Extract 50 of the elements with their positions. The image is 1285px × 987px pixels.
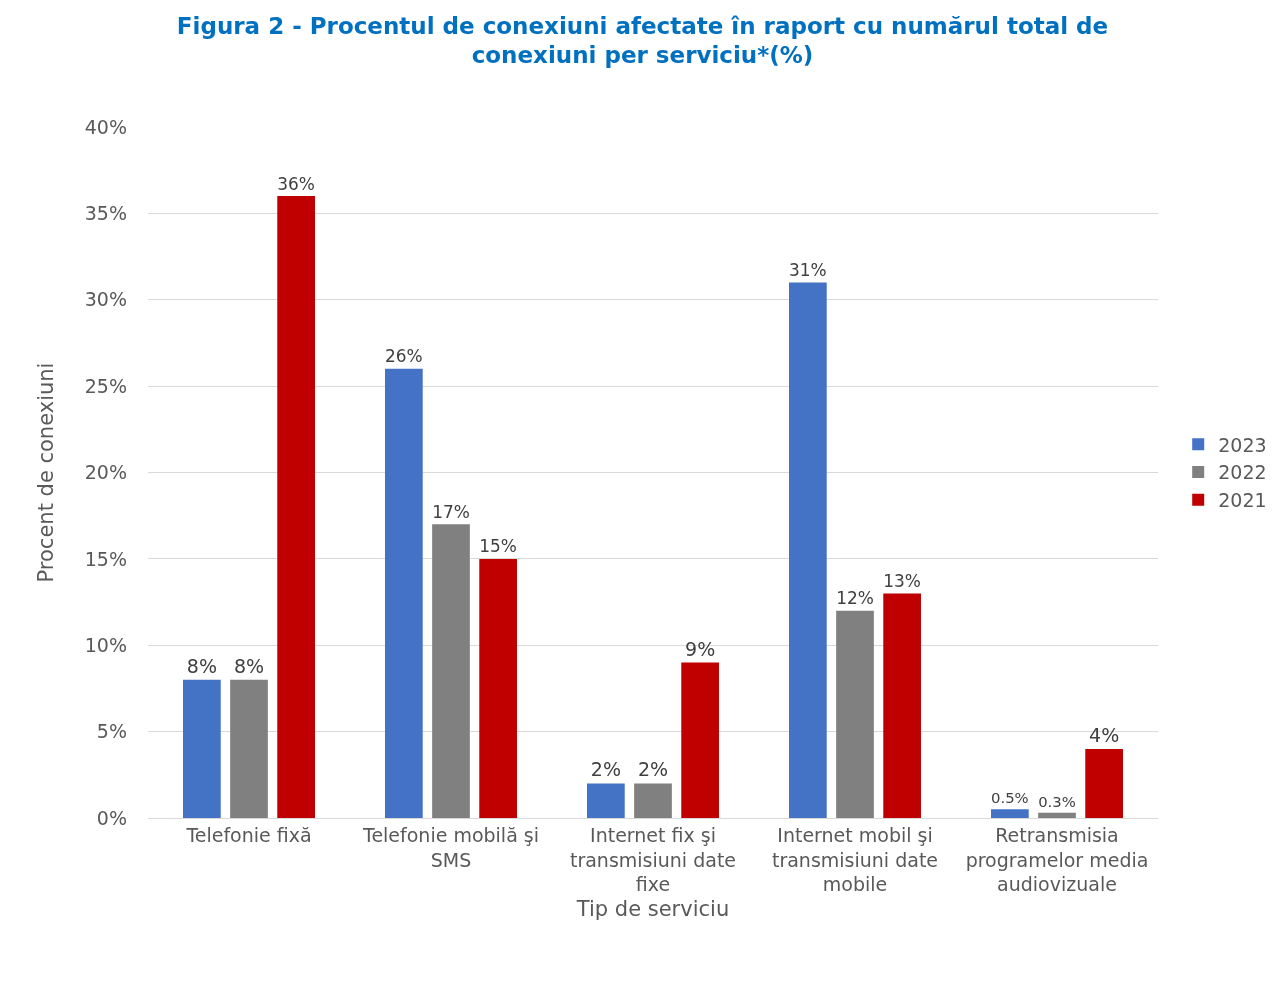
x-tick-label: Telefonie fixă bbox=[185, 823, 312, 846]
bar bbox=[230, 679, 268, 818]
bar bbox=[789, 282, 827, 818]
legend-label: 2023 bbox=[1218, 433, 1267, 456]
data-label: 9% bbox=[685, 637, 716, 660]
y-tick-label: 25% bbox=[84, 374, 127, 397]
data-label: 0.3% bbox=[1038, 792, 1076, 810]
bar bbox=[587, 783, 625, 818]
y-tick-label: 30% bbox=[84, 288, 127, 311]
bar bbox=[183, 679, 221, 818]
data-label: 8% bbox=[186, 654, 217, 677]
bar bbox=[681, 662, 719, 818]
data-label: 2% bbox=[590, 758, 621, 781]
data-label: 13% bbox=[883, 570, 921, 591]
data-label: 36% bbox=[277, 173, 315, 194]
x-tick-label: Retransmisia programelor media audiovizuale bbox=[965, 823, 1149, 896]
data-label: 17% bbox=[432, 501, 470, 522]
y-tick-label: 35% bbox=[84, 202, 127, 225]
data-label: 31% bbox=[789, 259, 827, 280]
bar bbox=[385, 368, 423, 818]
data-label: 4% bbox=[1089, 723, 1120, 746]
data-label: 0.5% bbox=[991, 789, 1029, 807]
data-label: 12% bbox=[836, 588, 874, 609]
x-tick-label: Internet mobil şi transmisiuni date mobile bbox=[771, 823, 939, 896]
bar bbox=[634, 783, 672, 818]
bar bbox=[991, 809, 1029, 818]
chart-title: Figura 2 - Procentul de conexiuni afectate în raport cu numărul total de conexiuni per serviciu*(%) bbox=[176, 12, 1109, 69]
bar bbox=[1085, 748, 1123, 818]
bar bbox=[432, 524, 470, 818]
y-tick-label: 5% bbox=[96, 720, 127, 743]
bar bbox=[277, 196, 315, 818]
bar bbox=[479, 558, 517, 818]
legend-label: 2022 bbox=[1218, 461, 1267, 484]
data-label: 8% bbox=[233, 654, 265, 677]
y-tick-label: 20% bbox=[84, 461, 127, 484]
x-tick-label: Telefonie mobilă şi SMS bbox=[361, 823, 540, 871]
y-tick-label: 15% bbox=[84, 547, 127, 570]
data-label: 26% bbox=[385, 346, 423, 367]
bar bbox=[836, 610, 874, 818]
y-axis-title: Procent de conexiuni bbox=[33, 362, 58, 583]
y-tick-label: 0% bbox=[96, 806, 127, 829]
legend-label: 2021 bbox=[1218, 489, 1267, 512]
y-tick-label: 10% bbox=[84, 633, 127, 656]
x-tick-label: Internet fix şi transmisiuni date fixe bbox=[569, 823, 737, 896]
data-label: 15% bbox=[479, 536, 517, 557]
bar bbox=[1038, 812, 1076, 818]
y-tick-label: 40% bbox=[84, 115, 127, 138]
bar bbox=[883, 593, 921, 818]
data-label: 2% bbox=[637, 758, 669, 781]
x-axis-title: Tip de serviciu bbox=[575, 897, 730, 922]
